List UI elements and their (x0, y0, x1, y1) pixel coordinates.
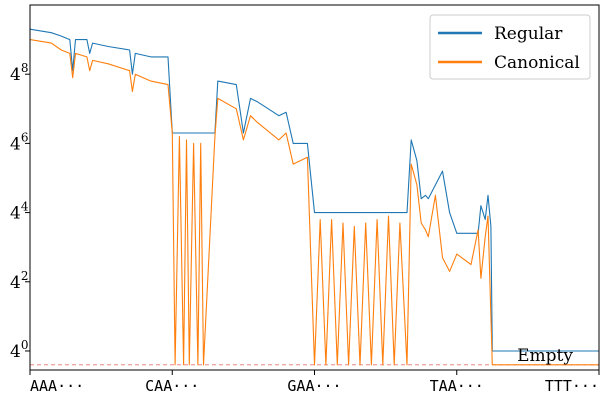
y-tick-exponent: 6 (21, 130, 29, 144)
legend-label-regular: Regular (494, 24, 563, 44)
y-tick-exponent: 2 (21, 269, 29, 283)
x-tick-label: GAA··· (287, 377, 341, 395)
y-tick-label: 46 (10, 130, 28, 154)
legend-label-canonical: Canonical (494, 53, 580, 73)
series-layer (29, 28, 599, 366)
y-tick-exponent: 4 (21, 200, 29, 214)
legend: Regular Canonical (429, 14, 591, 80)
series-line-canonical (29, 39, 599, 366)
y-tick-label: 48 (10, 61, 28, 85)
y-tick-label: 42 (10, 269, 28, 293)
x-axis: AAA··· CAA··· GAA··· TAA··· TTT··· (29, 370, 600, 395)
x-tick-label: CAA··· (145, 377, 199, 395)
x-tick-label: TTT··· (545, 377, 599, 395)
y-tick-exponent: 8 (21, 61, 29, 75)
y-tick-exponent: 0 (21, 338, 29, 352)
x-tick-label: AAA··· (30, 377, 84, 395)
x-tick-label: TAA··· (430, 377, 484, 395)
empty-reference-label: Empty (517, 346, 573, 366)
y-tick-label: 40 (10, 338, 28, 362)
series-line-regular (29, 28, 599, 352)
y-tick-label: 44 (10, 200, 29, 224)
